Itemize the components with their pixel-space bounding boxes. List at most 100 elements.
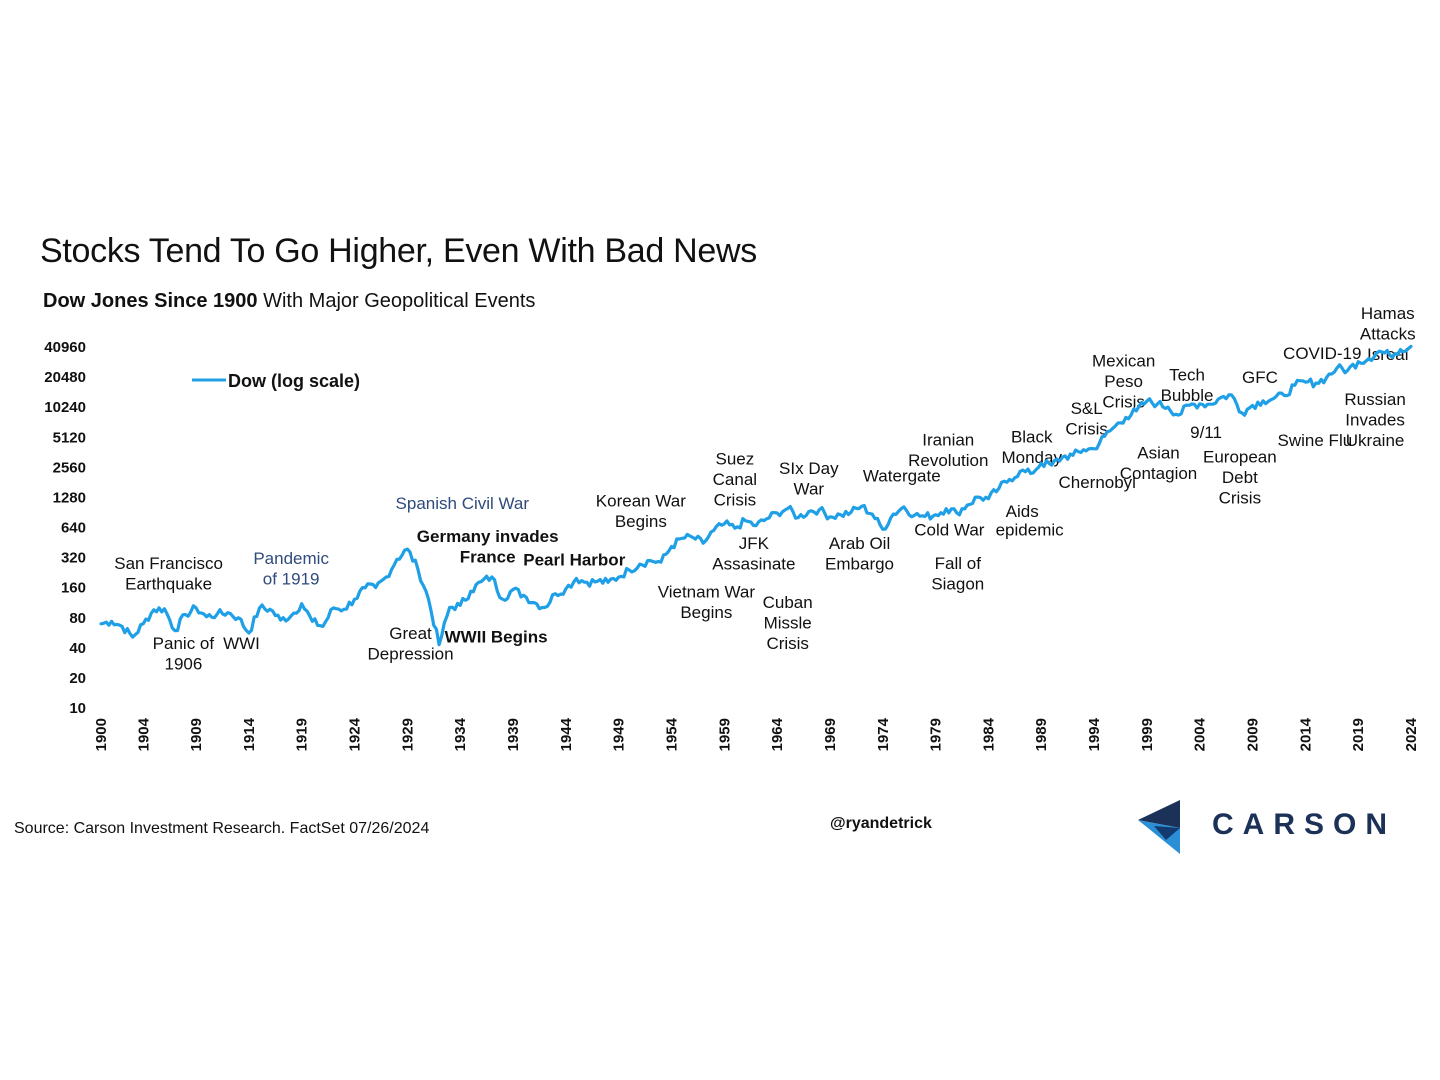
x-tick-label: 1914	[241, 717, 258, 751]
event-annotation: Aids	[1006, 502, 1039, 521]
annotation-line: Swine Flu	[1278, 431, 1353, 450]
annotation-line: Bubble	[1161, 386, 1214, 405]
annotation-line: Attacks	[1360, 325, 1416, 344]
y-tick-label: 5120	[53, 429, 86, 446]
event-annotation: San Francisco Earthquake	[114, 554, 223, 594]
event-annotation: Hamas Attacks Isreal	[1360, 304, 1416, 364]
event-annotation: European Debt Crisis	[1203, 447, 1277, 507]
legend: Dow (log scale)	[192, 371, 360, 391]
annotation-line: Earthquake	[125, 575, 212, 594]
event-annotation: Great Depression	[368, 624, 454, 664]
y-tick-label: 40	[69, 640, 86, 657]
annotation-line: War	[794, 480, 825, 499]
dow-series-line	[99, 344, 1413, 647]
annotation-line: Debt	[1222, 468, 1258, 487]
annotation-line: Fall of	[935, 554, 982, 573]
annotation-line: 1906	[164, 655, 202, 674]
annotation-line: WWII Begins	[445, 628, 548, 647]
x-tick-label: 1939	[505, 718, 522, 751]
event-annotation: Russian Invades Ukraine	[1344, 390, 1405, 450]
annotation-line: Crisis	[1102, 393, 1145, 412]
annotation-line: Hamas	[1361, 304, 1415, 323]
twitter-handle: @ryandetrick	[830, 815, 932, 832]
annotation-line: Canal	[713, 470, 757, 489]
y-tick-label: 40960	[44, 339, 86, 356]
logo-mark-mid	[1154, 826, 1180, 840]
x-tick-label: 1999	[1139, 718, 1156, 751]
event-annotation: Germany invades France	[417, 527, 559, 567]
annotation-line: WWI	[223, 634, 260, 653]
event-annotation: Suez Canal Crisis	[713, 449, 757, 509]
annotation-line: Iranian	[922, 430, 974, 449]
y-tick-label: 20	[69, 670, 86, 687]
event-annotation: Pandemic of 1919	[253, 549, 329, 589]
annotation-line: Spanish Civil War	[396, 494, 530, 513]
event-annotation: Korean War Begins	[596, 491, 686, 530]
annotation-line: Begins	[680, 603, 732, 622]
annotation-line: Russian	[1344, 390, 1405, 409]
x-tick-label: 1900	[93, 718, 110, 751]
annotation-line: Assasinate	[712, 555, 795, 574]
annotation-line: Missle	[764, 613, 812, 632]
annotation-line: Siagon	[931, 575, 984, 594]
x-tick-label: 1994	[1086, 717, 1103, 751]
x-tick-label: 1984	[980, 717, 997, 751]
annotation-line: Black	[1011, 427, 1053, 446]
y-axis-ticks: 40960 20480 10240 5120 2560 1280 640 320 160 80 40…	[44, 339, 86, 717]
annotation-line: Germany invades	[417, 527, 559, 546]
event-annotation: Tech Bubble	[1161, 365, 1214, 405]
annotation-line: epidemic	[996, 521, 1065, 540]
x-tick-label: 1944	[558, 717, 575, 751]
annotation-line: COVID-19	[1283, 344, 1361, 363]
annotation-line: Panic of	[153, 634, 215, 653]
y-tick-label: 10	[69, 700, 86, 717]
annotation-line: JFK	[739, 534, 770, 553]
annotation-line: of 1919	[263, 569, 320, 588]
event-annotation: Swine Flu	[1278, 431, 1353, 450]
y-tick-label: 2560	[53, 459, 86, 476]
carson-logo-icon	[1138, 800, 1180, 854]
x-tick-label: 1919	[294, 718, 311, 751]
logo-mark-dark	[1138, 800, 1180, 828]
annotation-line: Aids	[1006, 502, 1039, 521]
annotation-line: Suez	[715, 449, 754, 468]
x-tick-label: 1954	[663, 717, 680, 751]
x-tick-label: 2019	[1350, 718, 1367, 751]
chart-title: Stocks Tend To Go Higher, Even With Bad …	[40, 232, 757, 270]
event-annotation: S&L Crisis	[1065, 399, 1108, 439]
legend-label: Dow (log scale)	[228, 371, 360, 391]
x-tick-label: 1979	[928, 718, 945, 751]
source-note: Source: Carson Investment Research. Fact…	[14, 820, 430, 837]
x-tick-label: 1924	[347, 717, 364, 751]
event-annotation: 9/11	[1190, 423, 1222, 442]
event-annotation: Vietnam War Begins	[658, 583, 756, 623]
annotation-line: Begins	[615, 512, 667, 531]
y-tick-label: 10240	[44, 399, 86, 416]
y-tick-label: 80	[69, 610, 86, 627]
event-annotation: Asian Contagion	[1120, 444, 1198, 484]
annotation-line: Revolution	[908, 451, 988, 470]
annotation-line: Pearl Harbor	[523, 551, 625, 570]
y-tick-label: 640	[61, 520, 86, 537]
x-axis-ticks: 1900 1904 1909 1914 1919 1924 1929 1934 1939 1944…	[93, 717, 1420, 751]
annotation-line: Embargo	[825, 555, 894, 574]
event-annotation: Fall of Siagon	[931, 554, 984, 594]
x-tick-label: 1929	[399, 718, 416, 751]
event-annotation: Chernobyl	[1058, 473, 1136, 492]
x-tick-label: 1949	[611, 718, 628, 751]
annotation-line: Crisis	[714, 490, 757, 509]
annotation-line: Pandemic	[253, 549, 329, 568]
x-tick-label: 2004	[1192, 717, 1209, 751]
event-annotation: JFK Assasinate	[712, 534, 795, 574]
event-annotation: Iranian Revolution	[908, 430, 988, 470]
event-annotations: San Francisco Earthquake Panic of 1906 WWI Pa…	[114, 304, 1415, 673]
annotation-line: Asian	[1137, 444, 1180, 463]
annotation-line: Crisis	[1219, 488, 1262, 507]
annotation-line: SIx Day	[779, 459, 839, 478]
annotation-line: GFC	[1242, 368, 1278, 387]
annotation-line: Watergate	[863, 467, 941, 486]
event-annotation: Watergate	[863, 467, 941, 486]
event-annotation: Mexican Peso Crisis	[1092, 352, 1155, 412]
annotation-line: Cuban	[763, 593, 813, 612]
